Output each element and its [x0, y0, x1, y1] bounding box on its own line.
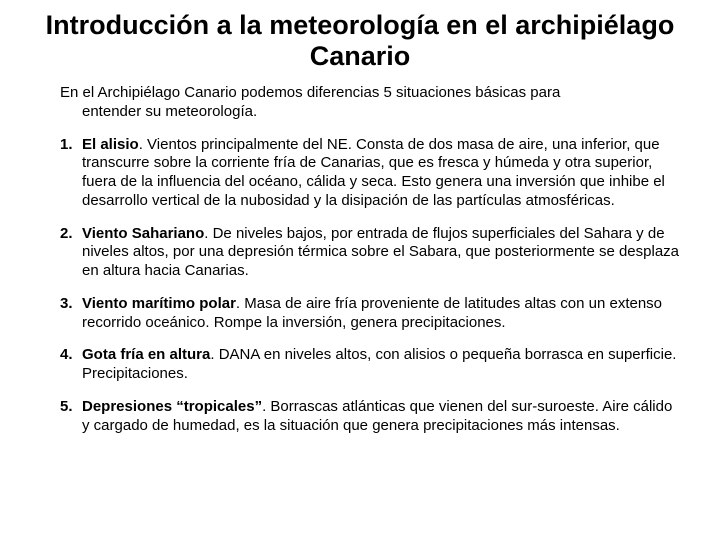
intro-line2: entender su meteorología.: [60, 103, 680, 122]
list-item: Viento marítimo polar. Masa de aire fría…: [60, 295, 680, 333]
list-item: Viento Sahariano. De niveles bajos, por …: [60, 225, 680, 281]
list-item: Depresiones “tropicales”. Borrascas atlá…: [60, 398, 680, 436]
item-body: . Vientos principalmente del NE. Consta …: [82, 136, 665, 209]
item-title: Viento Sahariano: [82, 225, 204, 242]
intro-paragraph: En el Archipiélago Canario podemos difer…: [60, 84, 680, 122]
list-item: El alisio. Vientos principalmente del NE…: [60, 136, 680, 211]
intro-line1: En el Archipiélago Canario podemos difer…: [60, 84, 560, 101]
item-title: Gota fría en altura: [82, 346, 210, 363]
situations-list: El alisio. Vientos principalmente del NE…: [60, 136, 680, 436]
page-title: Introducción a la meteorología en el arc…: [40, 10, 680, 72]
item-title: Viento marítimo polar: [82, 295, 236, 312]
item-title: Depresiones “tropicales”: [82, 398, 262, 415]
list-item: Gota fría en altura. DANA en niveles alt…: [60, 346, 680, 384]
item-title: El alisio: [82, 136, 139, 153]
